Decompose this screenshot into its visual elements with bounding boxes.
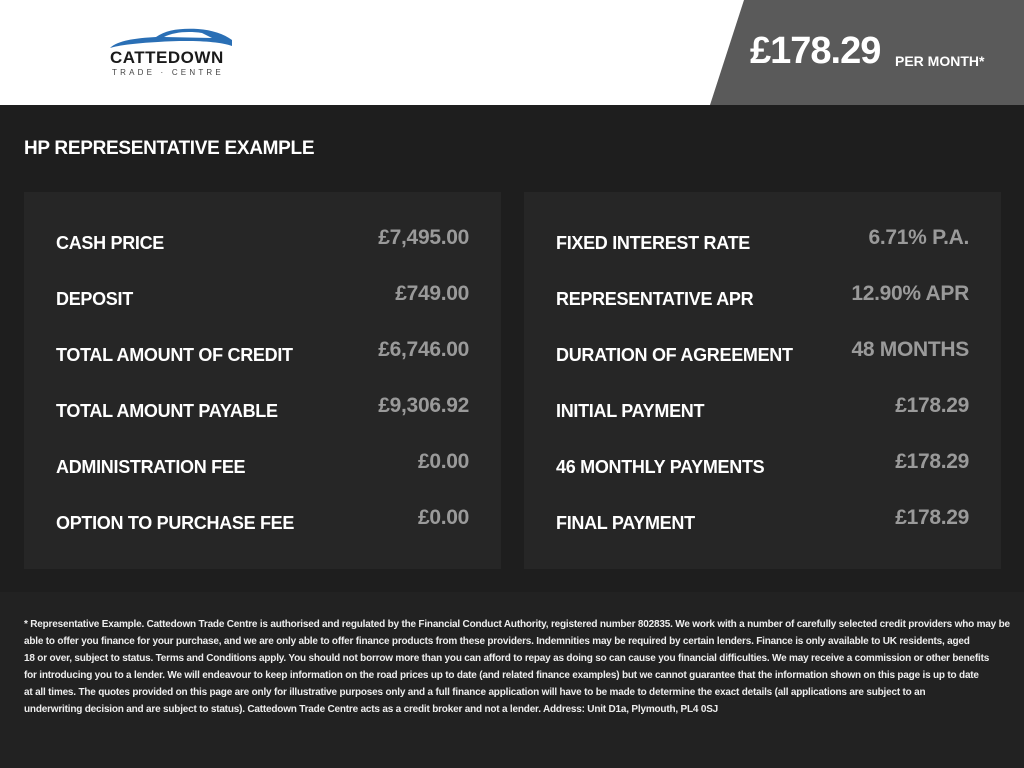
- finance-value: £9,306.92: [378, 394, 469, 417]
- disclaimer-line: underwriting decision and are subject to…: [24, 704, 719, 715]
- disclaimer: * Representative Example. Cattedown Trad…: [0, 592, 1024, 768]
- finance-label: REPRESENTATIVE APR: [556, 289, 754, 309]
- finance-row: TOTAL AMOUNT OF CREDIT £6,746.00: [56, 338, 469, 394]
- finance-label: 46 MONTHLY PAYMENTS: [556, 457, 765, 477]
- finance-row: 46 MONTHLY PAYMENTS £178.29: [556, 450, 969, 506]
- finance-row: FIXED INTEREST RATE 6.71% P.A.: [556, 226, 969, 282]
- header: CATTEDOWN TRADE · CENTRE £178.29 PER MON…: [0, 0, 1024, 105]
- car-logo-icon: [110, 28, 232, 48]
- section-title: HP REPRESENTATIVE EXAMPLE: [24, 138, 315, 159]
- finance-value: 12.90% APR: [851, 282, 969, 305]
- left-finance-panel: CASH PRICE £7,495.00 DEPOSIT £749.00 TOTAL A…: [24, 192, 501, 569]
- right-finance-panel: FIXED INTEREST RATE 6.71% P.A. REPRESENTAT…: [524, 192, 1001, 569]
- finance-label: TOTAL AMOUNT PAYABLE: [56, 401, 278, 421]
- finance-value: £6,746.00: [378, 338, 469, 361]
- finance-label: FIXED INTEREST RATE: [556, 233, 750, 253]
- finance-label: FINAL PAYMENT: [556, 513, 695, 533]
- monthly-price-box: £178.29 PER MONTH*: [710, 0, 1024, 105]
- finance-value: £0.00: [417, 450, 469, 473]
- finance-row: FINAL PAYMENT £178.29: [556, 506, 969, 562]
- finance-value: £0.00: [417, 506, 469, 529]
- finance-value: £178.29: [895, 450, 969, 473]
- monthly-price: £178.29: [750, 30, 881, 72]
- finance-label: OPTION TO PURCHASE FEE: [56, 513, 295, 533]
- disclaimer-line: * Representative Example. Cattedown Trad…: [24, 619, 1010, 630]
- finance-value: £178.29: [895, 506, 969, 529]
- finance-label: DEPOSIT: [56, 289, 133, 309]
- disclaimer-line: at all times. The quotes provided on thi…: [24, 687, 926, 698]
- finance-row: ADMINISTRATION FEE £0.00: [56, 450, 469, 506]
- finance-value: £178.29: [895, 394, 969, 417]
- finance-label: TOTAL AMOUNT OF CREDIT: [56, 345, 293, 365]
- finance-label: CASH PRICE: [56, 233, 165, 253]
- finance-row: CASH PRICE £7,495.00: [56, 226, 469, 282]
- finance-label: DURATION OF AGREEMENT: [556, 345, 793, 365]
- finance-row: TOTAL AMOUNT PAYABLE £9,306.92: [56, 394, 469, 450]
- finance-value: 6.71% P.A.: [868, 226, 969, 249]
- finance-label: ADMINISTRATION FEE: [56, 457, 246, 477]
- logo-subtext: TRADE · CENTRE: [112, 68, 224, 77]
- finance-value: £7,495.00: [378, 226, 469, 249]
- finance-label: INITIAL PAYMENT: [556, 401, 705, 421]
- disclaimer-line: 18 or over, subject to status. Terms and…: [24, 653, 990, 664]
- finance-row: DEPOSIT £749.00: [56, 282, 469, 338]
- finance-row: INITIAL PAYMENT £178.29: [556, 394, 969, 450]
- finance-value: £749.00: [395, 282, 469, 305]
- finance-row: DURATION OF AGREEMENT 48 MONTHS: [556, 338, 969, 394]
- cattedown-logo[interactable]: CATTEDOWN TRADE · CENTRE: [108, 26, 234, 78]
- per-month-label: PER MONTH*: [895, 53, 985, 69]
- logo-text: CATTEDOWN: [110, 48, 224, 67]
- finance-row: REPRESENTATIVE APR 12.90% APR: [556, 282, 969, 338]
- finance-row: OPTION TO PURCHASE FEE £0.00: [56, 506, 469, 562]
- disclaimer-line: for introducing you to a lender. We will…: [24, 670, 979, 681]
- disclaimer-line: able to offer you finance for your purch…: [24, 636, 970, 647]
- finance-value: 48 MONTHS: [851, 338, 970, 361]
